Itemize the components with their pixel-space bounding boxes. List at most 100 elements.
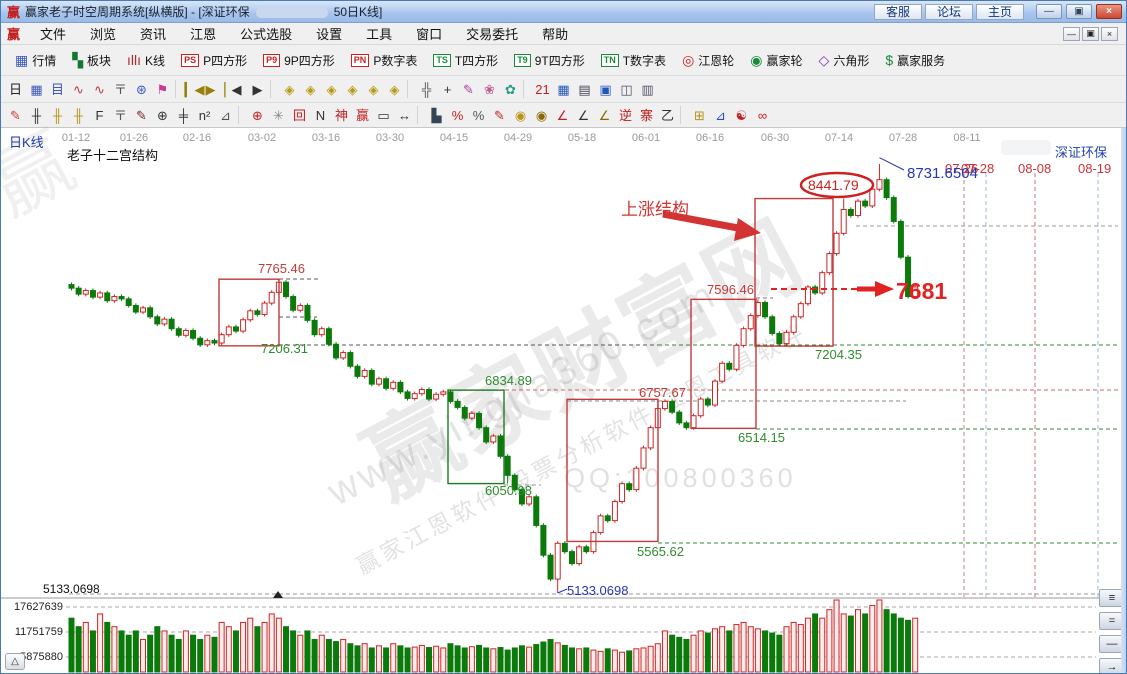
toolbar-icon[interactable]: % [472, 107, 485, 123]
toolbar-icon[interactable]: ╬ [421, 81, 432, 97]
toolbar-icon[interactable]: 寨 [639, 107, 653, 123]
period-toggle-button[interactable]: △ [5, 653, 25, 670]
minimize-button[interactable]: — [1036, 4, 1062, 19]
toolbar-icon[interactable]: ▣ [599, 81, 612, 97]
toolbar-icon[interactable]: ∠ [577, 107, 590, 123]
menu-资讯[interactable]: 资讯 [140, 27, 167, 42]
tool-赢家服务[interactable]: $ 赢家服务 [877, 52, 953, 69]
toolbar-icon[interactable]: ▎◀ [184, 81, 205, 97]
toolbar-icon[interactable]: ∠ [598, 107, 611, 123]
tool-T数字表[interactable]: TN T数字表 [593, 52, 674, 69]
mdi-close-button[interactable]: × [1101, 26, 1118, 41]
tool-P四方形[interactable]: PS P四方形 [173, 52, 255, 69]
toolbar-icon[interactable]: ◈ [347, 81, 358, 97]
toolbar-icon[interactable]: ▭ [377, 107, 390, 123]
tool-9T四方形[interactable]: T9 9T四方形 [506, 52, 593, 69]
toolbar-icon[interactable]: ▙ [431, 107, 442, 123]
toolbar-icon[interactable]: ◫ [620, 81, 633, 97]
forum-button[interactable]: 论坛 [925, 3, 973, 20]
mdi-minimize-button[interactable]: — [1063, 26, 1080, 41]
toolbar-icon[interactable]: ▶▕ [205, 81, 226, 97]
mdi-restore-button[interactable]: ▣ [1082, 26, 1099, 41]
toolbar-icon[interactable]: ❀ [484, 81, 495, 97]
toolbar-icon[interactable]: 回 [292, 107, 306, 123]
toolbar-icon[interactable]: ☯ [735, 107, 748, 123]
toolbar-icon[interactable]: ▤ [578, 81, 591, 97]
homepage-button[interactable]: 主页 [976, 3, 1024, 20]
toolbar-icon[interactable]: ◀ [231, 81, 242, 97]
toolbar-icon[interactable]: ↔ [398, 107, 411, 123]
chart-region[interactable]: 日K线 老子十二宫结构 深证环保 5133.0698 赢赢家财富网 www.yin… [1, 114, 1127, 674]
chart-plot[interactable]: 7765.46 7206.31 6834.89 6050.98 6757.67 5565.… [1, 128, 1127, 674]
toolbar-icon[interactable]: ◈ [389, 81, 400, 97]
toolbar-icon[interactable]: % [451, 107, 464, 123]
tool-9P四方形[interactable]: P9 9P四方形 [255, 52, 343, 69]
toolbar-icon[interactable]: ⊛ [136, 81, 147, 97]
toolbar-icon[interactable]: ✎ [10, 107, 21, 123]
toolbar-icon[interactable]: ✎ [136, 107, 147, 123]
toolbar-icon[interactable]: 逆 [618, 107, 632, 123]
toolbar-icon[interactable]: ◈ [284, 81, 295, 97]
toolbar-icon[interactable]: ⊿ [715, 107, 726, 123]
menu-浏览[interactable]: 浏览 [90, 27, 117, 42]
menu-交易委托[interactable]: 交易委托 [466, 27, 519, 42]
toolbar-icon[interactable]: ▥ [641, 81, 654, 97]
toolbar-icon[interactable]: F [95, 107, 104, 123]
toolbar-icon[interactable]: Ν [315, 107, 326, 123]
toolbar-icon[interactable]: ◈ [326, 81, 337, 97]
toolbar-icon[interactable]: 日 [8, 81, 22, 97]
close-button[interactable]: × [1096, 4, 1122, 19]
tool-江恩轮[interactable]: ◎ 江恩轮 [674, 52, 742, 69]
toolbar-icon[interactable]: ◈ [305, 81, 316, 97]
toolbar-icon[interactable]: ◈ [368, 81, 379, 97]
toolbar-icon[interactable]: ⊕ [157, 107, 168, 123]
toolbar-icon[interactable]: 〒 [113, 107, 127, 123]
toolbar-icon[interactable]: ⊞ [694, 107, 705, 123]
toolbar-icon[interactable]: 乙 [660, 107, 674, 123]
toolbar-icon[interactable]: ╫ [31, 107, 42, 123]
menu-窗口[interactable]: 窗口 [416, 27, 443, 42]
tool-P数字表[interactable]: PN P数字表 [343, 52, 426, 69]
toolbar-icon[interactable]: ∿ [94, 81, 105, 97]
toolbar-icon[interactable]: ∞ [757, 107, 768, 123]
tool-赢家轮[interactable]: ◉ 赢家轮 [742, 52, 810, 69]
menu-江恩[interactable]: 江恩 [190, 27, 217, 42]
toolbar-icon[interactable]: ∿ [73, 81, 84, 97]
restore-button[interactable]: ▣ [1066, 4, 1092, 19]
toolbar-icon[interactable]: ⚑ [156, 81, 169, 97]
menu-设置[interactable]: 设置 [316, 27, 343, 42]
toolbar-icon[interactable]: ✿ [505, 81, 516, 97]
menu-文件[interactable]: 文件 [40, 27, 67, 42]
tool-K线[interactable]: ıllı K线 [119, 52, 173, 69]
customer-service-button[interactable]: 客服 [874, 3, 922, 20]
tool-T四方形[interactable]: TS T四方形 [425, 52, 506, 69]
toolbar-icon[interactable]: ⊿ [220, 107, 231, 123]
toolbar-icon[interactable]: ▦ [557, 81, 570, 97]
toolbar-icon[interactable]: ✎ [494, 107, 505, 123]
tool-六角形[interactable]: ◇ 六角形 [811, 52, 878, 69]
toolbar-icon[interactable]: ⊕ [252, 107, 263, 123]
tool-行情[interactable]: ▦ 行情 [7, 52, 64, 69]
toolbar-icon[interactable]: ◉ [514, 107, 527, 123]
toolbar-icon[interactable]: ∠ [556, 107, 569, 123]
toolbar-icon[interactable]: + [443, 81, 452, 97]
pane-scale-button[interactable]: — [1099, 635, 1125, 653]
toolbar-icon[interactable]: 〒 [113, 81, 127, 97]
toolbar-icon[interactable]: ✳ [273, 107, 284, 123]
toolbar-icon[interactable]: ╫ [52, 107, 63, 123]
menu-帮助[interactable]: 帮助 [542, 27, 569, 42]
toolbar-icon[interactable]: n² [198, 107, 211, 123]
toolbar-icon[interactable]: ▦ [30, 81, 43, 97]
toolbar-icon[interactable]: 21 [535, 81, 550, 97]
toolbar-icon[interactable]: ╫ [73, 107, 84, 123]
menu-工具[interactable]: 工具 [366, 27, 393, 42]
pane-scale-button[interactable]: = [1099, 612, 1125, 630]
toolbar-icon[interactable]: ✎ [463, 81, 474, 97]
toolbar-icon[interactable]: 目 [50, 81, 64, 97]
toolbar-icon[interactable]: ╪ [178, 107, 189, 123]
toolbar-icon[interactable]: 神 [334, 107, 348, 123]
toolbar-icon[interactable]: 赢 [355, 107, 369, 123]
menu-公式选股[interactable]: 公式选股 [240, 27, 293, 42]
toolbar-icon[interactable]: ▶ [252, 81, 263, 97]
toolbar-icon[interactable]: ◉ [535, 107, 548, 123]
